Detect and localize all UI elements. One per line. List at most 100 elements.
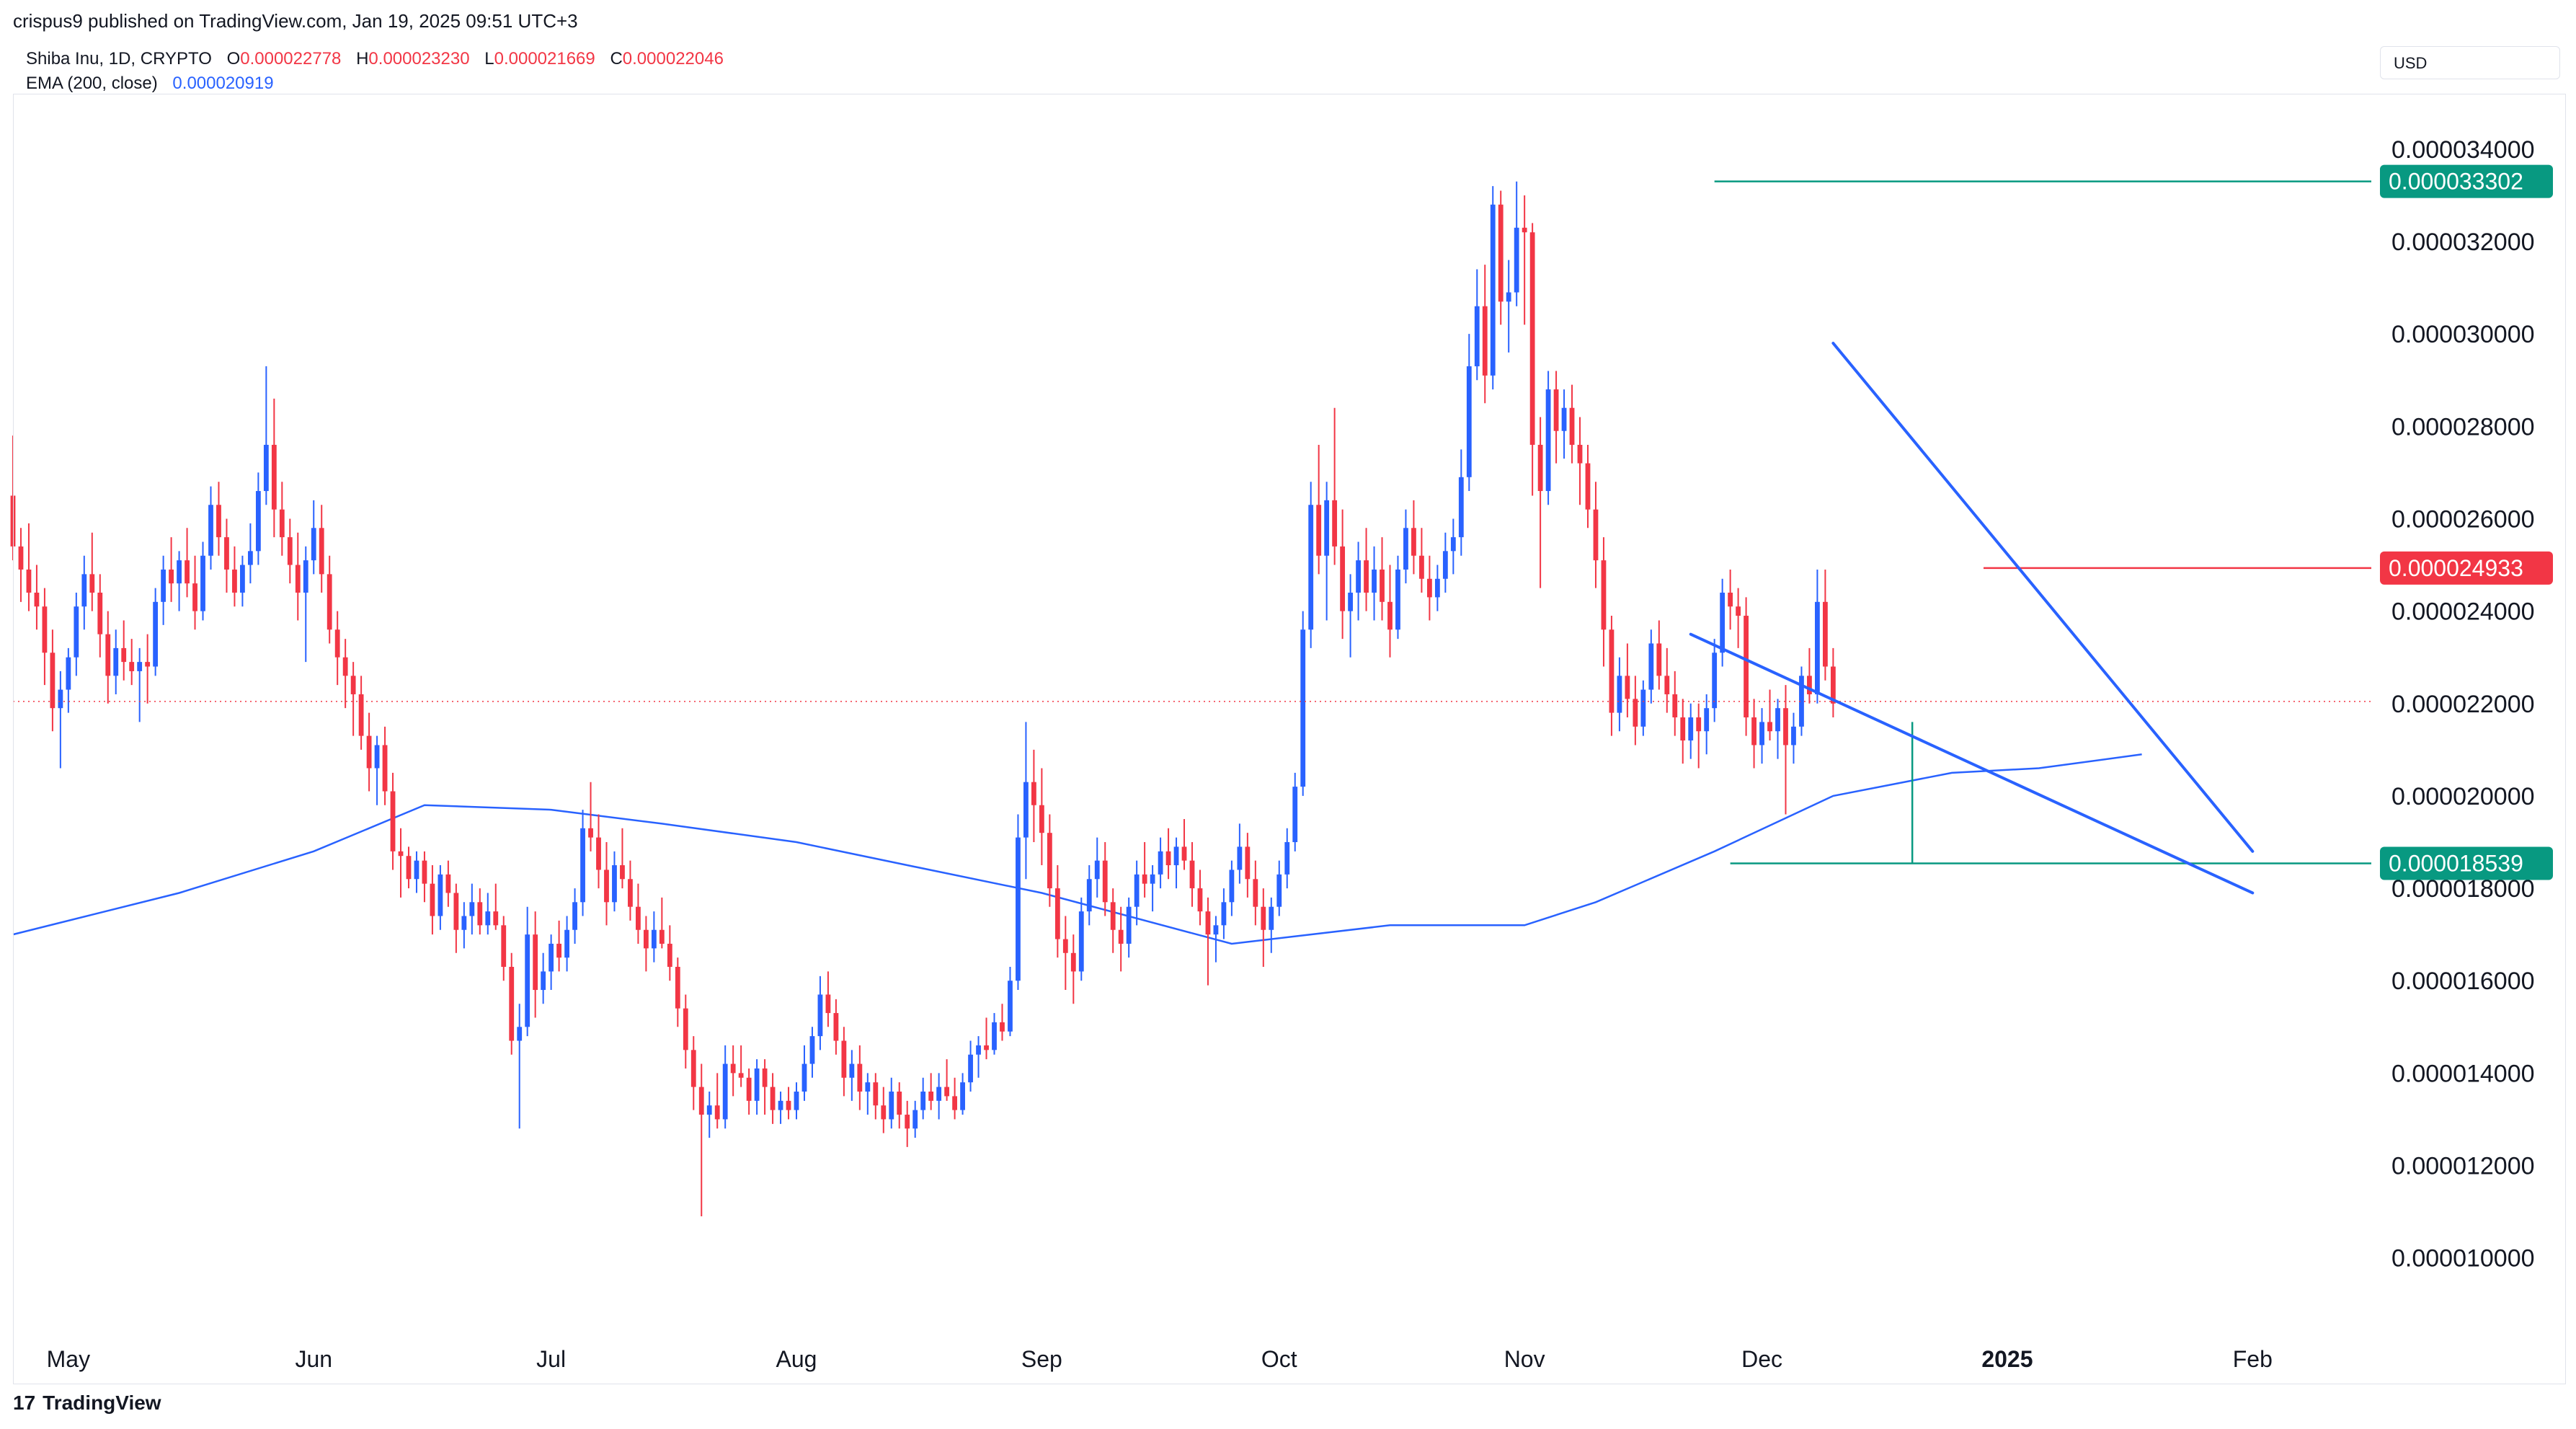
candle-body	[1426, 578, 1432, 598]
candle-body	[26, 569, 32, 593]
candle	[374, 735, 380, 805]
candle	[1372, 546, 1377, 621]
candle	[1094, 837, 1100, 898]
candle-body	[169, 569, 174, 584]
tradingview-logo[interactable]: 17 TradingView	[13, 1392, 161, 1415]
candle-body	[1577, 444, 1583, 464]
candle	[525, 906, 530, 1037]
candle	[897, 1082, 902, 1129]
candle-body	[580, 828, 585, 903]
candle-body	[1522, 227, 1527, 233]
candle	[833, 999, 839, 1055]
candle-body	[1253, 879, 1258, 907]
candle-body	[1062, 939, 1068, 953]
candle-body	[97, 593, 103, 634]
candle	[18, 528, 24, 602]
candle-body	[698, 1087, 704, 1115]
candle	[1522, 195, 1527, 325]
candle	[200, 541, 205, 621]
candle-body	[1506, 292, 1511, 302]
candle	[66, 647, 71, 713]
candle-body	[185, 560, 190, 584]
candle-body	[841, 1040, 847, 1078]
candle	[1173, 837, 1179, 889]
candle-body	[1783, 708, 1788, 746]
candle	[1514, 181, 1519, 306]
candle	[1625, 643, 1630, 717]
candle-body	[350, 676, 356, 694]
candle-body	[968, 1054, 973, 1083]
tradingview-logo-text: TradingView	[43, 1392, 161, 1414]
candle-body	[319, 528, 324, 575]
candle-body	[1340, 546, 1346, 611]
candle	[1585, 444, 1591, 528]
candle-body	[1237, 846, 1243, 870]
ema-legend[interactable]: EMA (200, close) 0.000020919	[26, 74, 274, 94]
candle-body	[762, 1068, 768, 1087]
candle	[263, 366, 269, 505]
candle-body	[690, 1050, 696, 1087]
candle-body	[1023, 782, 1029, 838]
candle-body	[192, 583, 197, 611]
candle	[1744, 597, 1749, 736]
candle	[414, 851, 419, 893]
candle	[430, 865, 435, 935]
candle	[161, 555, 166, 625]
candle	[849, 1050, 855, 1101]
candle	[580, 810, 585, 916]
candle	[1601, 537, 1607, 667]
candle	[247, 523, 253, 584]
candle-body	[161, 569, 166, 602]
x-tick-label: Sep	[1021, 1346, 1062, 1372]
candle-body	[1569, 407, 1575, 445]
candle-body	[1332, 500, 1338, 547]
candle	[1775, 699, 1780, 759]
candle-body	[1450, 537, 1456, 552]
candle-body	[636, 906, 641, 930]
candle-body	[525, 934, 530, 1027]
candle	[1324, 482, 1330, 621]
candle	[1490, 186, 1496, 390]
candle-body	[1545, 389, 1551, 492]
currency-selector[interactable]: USD	[2380, 46, 2560, 79]
candle-body	[1553, 389, 1559, 431]
y-tick-label: 0.000032000	[2391, 229, 2535, 256]
candle-body	[445, 874, 451, 893]
candle	[1830, 647, 1836, 717]
high-label: H	[356, 49, 369, 68]
candle	[1126, 897, 1132, 958]
x-tick-label: Oct	[1261, 1346, 1297, 1372]
candle-body	[1537, 444, 1543, 492]
candle	[1458, 449, 1464, 556]
candle	[1569, 384, 1575, 464]
candle	[1213, 916, 1219, 963]
candle	[683, 994, 688, 1069]
candle	[1023, 722, 1029, 880]
candle-body	[485, 911, 491, 926]
candle-body	[889, 1092, 894, 1120]
candle-body	[1474, 306, 1480, 367]
candle-body	[1807, 676, 1812, 694]
candle-body	[177, 560, 182, 584]
candle-body	[1434, 578, 1440, 598]
low-label: L	[484, 49, 494, 68]
candle	[912, 1100, 918, 1138]
candle-body	[137, 662, 143, 671]
candle	[1134, 860, 1140, 926]
candle-body	[1830, 666, 1836, 704]
candle	[1561, 389, 1567, 459]
candle	[295, 532, 301, 621]
candle-body	[1498, 204, 1504, 302]
candle	[1799, 666, 1804, 736]
candle	[1704, 694, 1710, 755]
candle-body	[1308, 505, 1314, 630]
candle-body	[1458, 477, 1464, 538]
publisher-line: crispus9 published on TradingView.com, J…	[13, 10, 578, 32]
candle	[1633, 676, 1638, 746]
candle	[192, 555, 197, 630]
close-value: 0.000022046	[622, 49, 724, 68]
candle-body	[414, 860, 419, 880]
close-label: C	[610, 49, 623, 68]
candle-body	[422, 860, 427, 884]
